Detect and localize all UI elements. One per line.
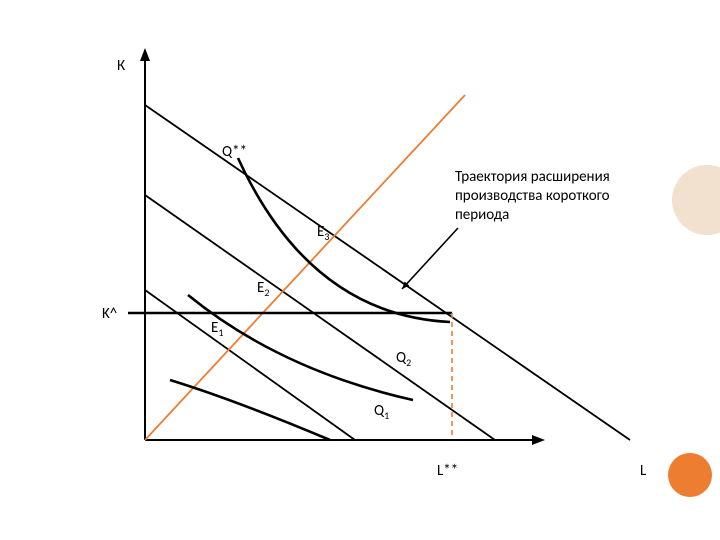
diagram-canvas: [0, 0, 720, 540]
axis-label-K: К: [117, 57, 125, 75]
label-Qstar: Q**: [222, 143, 247, 161]
label-Lstar: L**: [437, 462, 458, 480]
label-E1: E1: [211, 319, 223, 339]
label-Q1: Q1: [374, 402, 389, 422]
label-Q2: Q2: [396, 349, 411, 369]
label-E3: E3: [317, 223, 329, 243]
expansion-path-annotation: Траектория расширенияпроизводства коротк…: [455, 168, 610, 224]
axis-label-L: L: [640, 462, 646, 480]
label-E2: E2: [257, 279, 269, 299]
label-Kcaret: K^: [102, 305, 117, 323]
